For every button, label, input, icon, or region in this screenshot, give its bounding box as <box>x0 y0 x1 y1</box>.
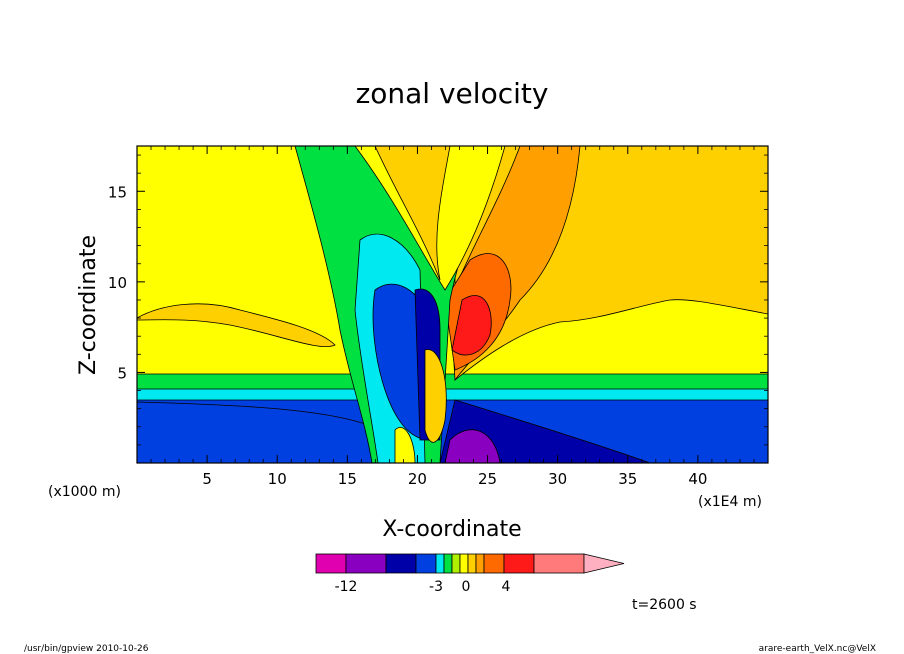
x-unit-left: (x1000 m) <box>48 484 121 500</box>
colorbar-cell <box>443 553 453 574</box>
x-tick-label: 35 <box>618 470 637 488</box>
y-tick-label: 5 <box>117 364 127 382</box>
colorbar-cell <box>315 553 347 574</box>
colorbar-cell <box>385 553 417 574</box>
colorbar-cell <box>533 553 585 574</box>
y-tick-label: 15 <box>108 183 127 201</box>
chart-title: zonal velocity <box>356 77 549 110</box>
colorbar-cell <box>451 553 461 574</box>
colorbar-cell <box>435 553 445 574</box>
colorbar-label: 0 <box>462 579 471 595</box>
x-tick-label: 15 <box>338 470 357 488</box>
plume-mixed <box>424 349 447 443</box>
footer-left: /usr/bin/gpview 2010-10-26 <box>24 644 149 654</box>
orange-band-left <box>137 303 336 348</box>
colorbar-cell <box>475 553 485 574</box>
plume-orange-top <box>374 146 451 281</box>
x-tick-label: 30 <box>548 470 567 488</box>
x-tick-label: 40 <box>688 470 707 488</box>
x-unit-right: (x1E4 m) <box>698 494 762 510</box>
colorbar-cell <box>503 553 535 574</box>
colorbar <box>315 553 625 574</box>
colorbar-label: 4 <box>502 579 511 595</box>
colorbar-cell <box>415 553 437 574</box>
colorbar-cell <box>345 553 387 574</box>
colorbar-label: -3 <box>429 579 443 595</box>
colorbar-label: -12 <box>335 579 358 595</box>
x-axis-label: X-coordinate <box>382 517 521 542</box>
y-tick-label: 10 <box>108 274 127 292</box>
plume-left-yellow <box>394 427 416 463</box>
x-tick-label: 10 <box>268 470 287 488</box>
axis-ticks: 5 10 15 20 25 30 35 40 5 10 15 <box>108 146 768 488</box>
red-core <box>451 295 492 356</box>
colorbar-cell <box>483 553 505 574</box>
plot-frame <box>136 145 769 464</box>
colorbar-arrow <box>583 553 625 574</box>
colorbar-labels: -12 -3 0 4 <box>335 579 511 595</box>
x-tick-label: 20 <box>408 470 427 488</box>
colorbar-cell <box>467 553 477 574</box>
y-axis-label: Z-coordinate <box>76 235 101 375</box>
x-tick-label: 5 <box>202 470 212 488</box>
contour-field <box>137 146 768 463</box>
footer-right: arare-earth_VelX.nc@VelX <box>759 644 876 654</box>
x-tick-label: 25 <box>478 470 497 488</box>
colorbar-cell <box>459 553 469 574</box>
time-label: t=2600 s <box>632 597 697 613</box>
